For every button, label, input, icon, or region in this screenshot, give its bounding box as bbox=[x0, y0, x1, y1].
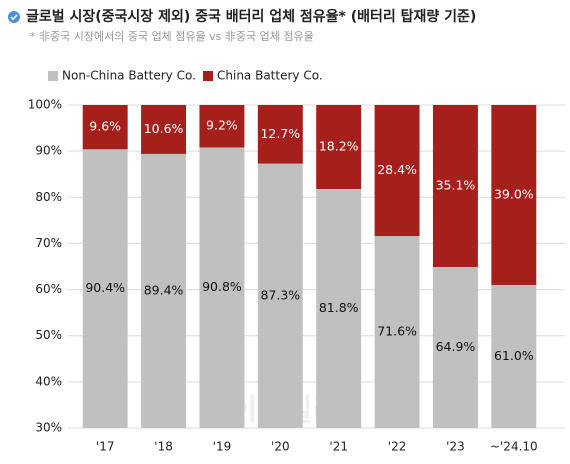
bar-segment bbox=[432, 105, 478, 267]
x-tick-label: '17 bbox=[96, 440, 115, 454]
x-tick-label: '22 bbox=[388, 440, 407, 454]
y-tick-label: 60% bbox=[35, 282, 62, 296]
data-label: 71.6% bbox=[377, 324, 417, 339]
data-label: 87.3% bbox=[260, 287, 300, 302]
x-tick-label: '21 bbox=[329, 440, 348, 454]
data-label: 10.6% bbox=[144, 121, 184, 136]
y-tick-label: 40% bbox=[35, 374, 62, 388]
data-label: 9.6% bbox=[89, 119, 121, 134]
y-tick-label: 90% bbox=[35, 144, 62, 158]
data-label: 12.7% bbox=[260, 126, 300, 141]
data-label: 9.2% bbox=[206, 118, 238, 133]
bar-segment bbox=[82, 149, 128, 428]
bar-segment bbox=[199, 147, 245, 429]
y-tick-label: 50% bbox=[35, 328, 62, 342]
data-label: 39.0% bbox=[494, 186, 534, 201]
data-label: 28.4% bbox=[377, 162, 417, 177]
x-tick-label: ~'24.10 bbox=[490, 440, 538, 454]
chart-subtitle: * 非중국 시장에서의 중국 업체 점유율 vs 非중국 업체 점유율 bbox=[30, 30, 314, 43]
chart-title: 글로벌 시장(중국시장 제외) 중국 배터리 업체 점유율* (배터리 탑재량 … bbox=[26, 8, 476, 25]
x-tick-label: '19 bbox=[213, 440, 232, 454]
title-icon-check bbox=[10, 14, 18, 21]
y-tick-label: 100% bbox=[28, 98, 62, 112]
data-label: 81.8% bbox=[319, 300, 359, 315]
bar-segment bbox=[257, 163, 303, 428]
bar-segment bbox=[141, 153, 187, 428]
legend-label: China Battery Co. bbox=[217, 69, 323, 83]
bar-segment bbox=[432, 266, 478, 428]
data-label: 89.4% bbox=[144, 282, 184, 297]
bar-segment bbox=[82, 105, 128, 150]
bar-segment bbox=[316, 188, 362, 428]
y-tick-label: 30% bbox=[35, 421, 62, 435]
y-tick-label: 70% bbox=[35, 236, 62, 250]
data-label: 90.8% bbox=[202, 279, 242, 294]
y-tick-label: 80% bbox=[35, 190, 62, 204]
data-label: 64.9% bbox=[436, 339, 476, 354]
x-tick-label: '23 bbox=[446, 440, 465, 454]
bar-segment bbox=[374, 236, 420, 428]
legend-swatch bbox=[203, 71, 213, 81]
bar-segment bbox=[316, 105, 362, 189]
x-tick-label: '20 bbox=[271, 440, 290, 454]
data-label: 90.4% bbox=[85, 280, 125, 295]
data-label: 35.1% bbox=[436, 177, 476, 192]
bar-segment bbox=[141, 105, 187, 154]
bar-segment bbox=[257, 105, 303, 164]
bar-segment bbox=[199, 105, 245, 148]
data-label: 18.2% bbox=[319, 138, 359, 153]
bar-segment bbox=[491, 284, 537, 428]
legend-label: Non-China Battery Co. bbox=[62, 69, 196, 83]
bar-segment bbox=[491, 105, 537, 285]
bar-segment bbox=[374, 105, 420, 237]
x-tick-label: '18 bbox=[154, 440, 173, 454]
legend-swatch bbox=[48, 71, 58, 81]
data-label: 61.0% bbox=[494, 348, 534, 363]
